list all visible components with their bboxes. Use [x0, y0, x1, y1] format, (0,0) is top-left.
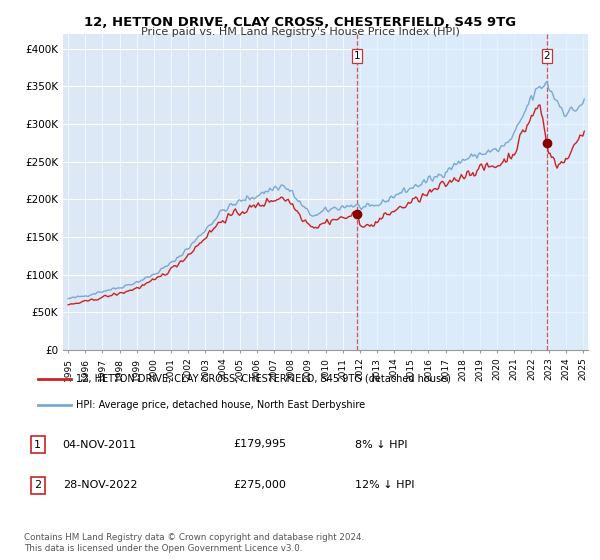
- Text: £275,000: £275,000: [234, 480, 287, 491]
- Text: 12, HETTON DRIVE, CLAY CROSS, CHESTERFIELD, S45 9TG (detached house): 12, HETTON DRIVE, CLAY CROSS, CHESTERFIE…: [76, 374, 451, 384]
- Text: 28-NOV-2022: 28-NOV-2022: [62, 480, 137, 491]
- Text: £179,995: £179,995: [234, 440, 287, 450]
- Text: 04-NOV-2011: 04-NOV-2011: [62, 440, 137, 450]
- Text: Contains HM Land Registry data © Crown copyright and database right 2024.
This d: Contains HM Land Registry data © Crown c…: [24, 533, 364, 553]
- Text: HPI: Average price, detached house, North East Derbyshire: HPI: Average price, detached house, Nort…: [76, 400, 365, 410]
- Text: 8% ↓ HPI: 8% ↓ HPI: [355, 440, 408, 450]
- Text: 2: 2: [544, 51, 550, 61]
- Text: 1: 1: [34, 440, 41, 450]
- Text: Price paid vs. HM Land Registry's House Price Index (HPI): Price paid vs. HM Land Registry's House …: [140, 27, 460, 37]
- Text: 1: 1: [353, 51, 360, 61]
- Text: 12, HETTON DRIVE, CLAY CROSS, CHESTERFIELD, S45 9TG: 12, HETTON DRIVE, CLAY CROSS, CHESTERFIE…: [84, 16, 516, 29]
- Text: 12% ↓ HPI: 12% ↓ HPI: [355, 480, 415, 491]
- Bar: [357, 34, 588, 350]
- Text: 2: 2: [34, 480, 41, 491]
